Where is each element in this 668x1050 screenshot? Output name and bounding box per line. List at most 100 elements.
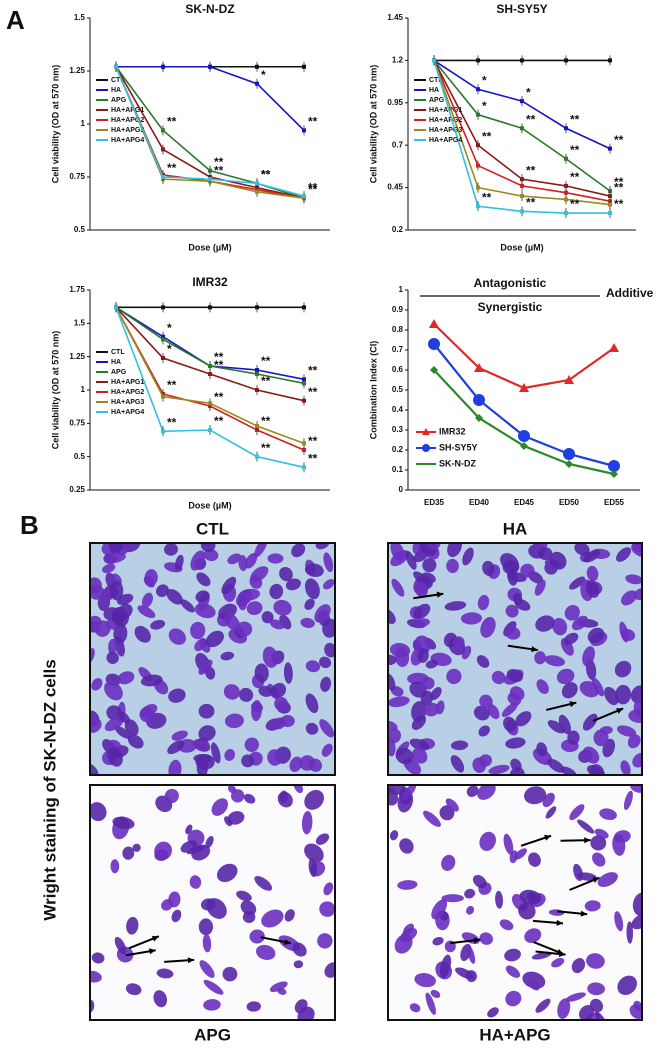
cell [424, 702, 440, 717]
point [255, 64, 259, 69]
cell [567, 730, 580, 745]
cell [289, 756, 303, 773]
cell [271, 682, 287, 698]
cell [301, 810, 313, 835]
cell [236, 621, 253, 637]
cell [116, 603, 133, 620]
legend-label: HA [111, 87, 121, 94]
point [520, 183, 524, 188]
point [473, 394, 485, 406]
point [255, 305, 259, 310]
annotation: ** [570, 170, 580, 184]
legend-label: SH-SY5Y [439, 442, 478, 452]
micrograph [387, 542, 643, 776]
point [520, 126, 524, 131]
cell [106, 651, 119, 664]
point [519, 383, 529, 392]
cell [304, 789, 324, 810]
cell [409, 681, 427, 698]
point [161, 356, 165, 360]
point [302, 398, 306, 403]
cells [388, 543, 642, 775]
image-title: HA+APG [479, 1025, 550, 1044]
cell [431, 899, 448, 920]
cell [491, 670, 506, 685]
annotation: ** [570, 143, 580, 157]
cell [117, 671, 135, 685]
micrograph-border [387, 542, 643, 776]
point [476, 58, 480, 63]
cell [164, 788, 179, 804]
point [255, 81, 259, 86]
point [564, 183, 568, 188]
annotation: ** [308, 115, 318, 129]
cell [455, 967, 474, 980]
arrowhead [556, 948, 564, 955]
cell [595, 1011, 606, 1020]
cell [190, 550, 206, 571]
cell [577, 872, 597, 881]
point [564, 211, 568, 216]
cell [141, 592, 153, 608]
cell [536, 679, 549, 694]
legend-label: HA+APG2 [111, 117, 144, 124]
y-tick-label: 1.75 [69, 285, 85, 294]
cell [565, 992, 586, 1002]
cell [171, 909, 182, 923]
cell [487, 704, 500, 720]
cell [430, 989, 441, 998]
arrowhead [436, 591, 444, 598]
cell [593, 729, 609, 747]
point [208, 428, 212, 432]
cell [414, 581, 428, 598]
annotation: ** [308, 385, 318, 399]
legend-label: HA+APG1 [111, 107, 144, 114]
annotation: Antagonistic [474, 276, 547, 290]
cell [473, 705, 490, 721]
cell [464, 888, 476, 899]
y-tick-label: 0.5 [392, 385, 404, 394]
cell [224, 816, 233, 827]
legend-label: HA+APG3 [111, 127, 144, 134]
point [302, 128, 306, 133]
cell [561, 682, 578, 699]
annotation: * [482, 73, 487, 87]
annotation: ** [167, 161, 177, 175]
y-tick-label: 0.5 [74, 452, 86, 461]
legend-label: HA+APG4 [429, 137, 462, 144]
cell [388, 654, 397, 666]
y-tick-label: 0 [399, 485, 404, 494]
legend-marker [422, 428, 430, 435]
cell [479, 932, 493, 945]
cell [518, 902, 536, 920]
cell [591, 677, 605, 697]
cell [244, 553, 258, 569]
chart-title: SH-SY5Y [496, 2, 547, 16]
cell [500, 553, 519, 572]
cell [446, 558, 459, 574]
cell [477, 594, 490, 611]
cell [292, 942, 307, 957]
cell [414, 618, 430, 627]
cell [254, 663, 269, 683]
point [564, 58, 568, 63]
cell [476, 655, 490, 668]
x-axis-label: Dose (µM) [188, 242, 231, 252]
point [476, 112, 480, 117]
cell [144, 569, 158, 586]
cell [319, 656, 332, 669]
cell [203, 549, 219, 562]
point [302, 194, 306, 199]
cell [319, 719, 335, 738]
cell [118, 711, 131, 724]
cell [413, 571, 430, 586]
cell [216, 863, 238, 883]
legend-label: HA [429, 87, 439, 94]
cell [460, 612, 483, 625]
cell [441, 854, 456, 871]
point [520, 194, 524, 199]
cell [389, 830, 399, 841]
cell [444, 601, 467, 611]
annotation: ** [614, 180, 624, 194]
cell [126, 916, 139, 935]
